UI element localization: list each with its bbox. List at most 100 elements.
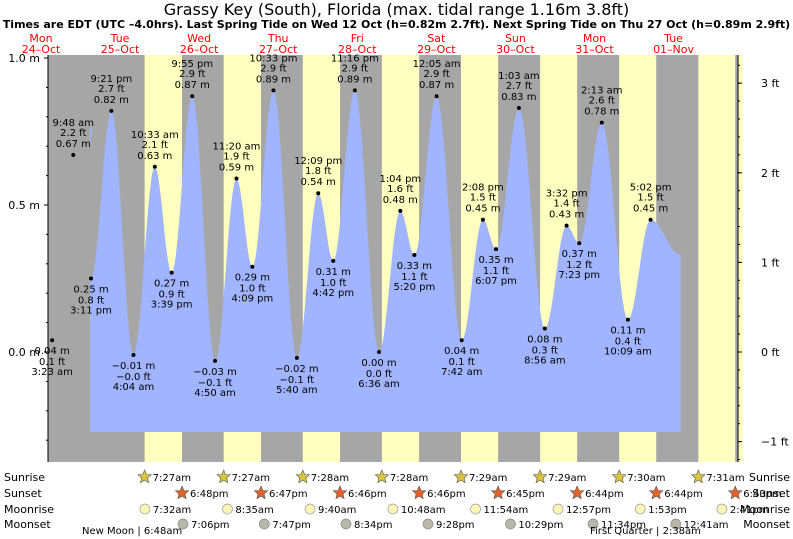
tide-height-m: −0.02 m <box>275 364 319 375</box>
tide-point <box>577 241 582 246</box>
moonrise-time: 8:35am <box>235 505 273 516</box>
sunrise-time: 7:29am <box>469 473 507 484</box>
day-date: 31–Oct <box>575 43 614 56</box>
day-name: Fri <box>351 32 364 45</box>
moonset-time: 7:06pm <box>191 520 230 531</box>
moonrise-icon <box>222 503 233 515</box>
moonrise-icon <box>387 503 399 515</box>
tide-time: 8:56 am <box>524 355 566 366</box>
tide-time: 12:05 am <box>413 59 461 70</box>
tide-height-m: 0.45 m <box>465 204 500 215</box>
tide-point <box>494 247 499 252</box>
day-name: Tue <box>110 32 130 45</box>
sunrise-time: 7:27am <box>153 473 191 484</box>
tide-time: 11:20 am <box>213 142 261 153</box>
tide-height-m: −0.03 m <box>193 367 237 378</box>
row-label-left: Sunset <box>4 487 42 500</box>
moonset-time: 10:29pm <box>518 520 563 531</box>
tide-point <box>71 153 76 158</box>
tide-point <box>459 338 464 343</box>
sunset-time: 6:44pm <box>664 489 703 500</box>
sunrise-icon <box>137 469 153 484</box>
day-name: Sun <box>505 32 526 45</box>
moonrise-icon <box>139 503 151 515</box>
tide-time: 7:23 pm <box>558 270 600 281</box>
tide-time: 4:09 pm <box>231 294 273 305</box>
day-name: Mon <box>29 32 52 45</box>
tide-point <box>89 276 94 281</box>
chart-title: Grassy Key (South), Florida (max. tidal … <box>163 0 630 19</box>
day-labels: Mon24–OctTue25–OctWed26–OctThu27–OctFri2… <box>22 32 695 56</box>
moonset-time: 8:34pm <box>354 520 393 531</box>
moonrise-icon <box>552 503 564 515</box>
row-label-left: Moonset <box>4 518 51 531</box>
sunrise-icon <box>295 469 311 484</box>
tide-height-m: 0.00 m <box>361 358 396 369</box>
tide-height-ft: 0.0 ft <box>366 369 392 380</box>
tide-height-m: 0.29 m <box>235 273 270 284</box>
day-date: 27–Oct <box>259 43 298 56</box>
tide-point <box>250 264 255 269</box>
moonset-icon <box>422 518 434 530</box>
tide-point <box>152 164 157 169</box>
tide-height-m: 0.35 m <box>478 255 513 266</box>
tide-point <box>294 355 299 360</box>
moonset-icon <box>670 518 682 530</box>
tide-height-m: 0.27 m <box>154 279 189 290</box>
tide-height-ft: 2.7 ft <box>506 81 532 92</box>
tide-height-ft: 0.3 ft <box>532 345 558 356</box>
tide-point <box>564 223 569 228</box>
tide-time: 1:04 pm <box>379 174 421 185</box>
day-date: 30–Oct <box>496 43 535 56</box>
sunrise-time: 7:28am <box>311 473 349 484</box>
sunset-icon <box>727 485 743 500</box>
moonrise-time: 12:57pm <box>566 505 611 516</box>
sunset-time: 6:45pm <box>506 489 545 500</box>
sunset-icon <box>253 485 269 500</box>
axes: 1.0 m 0.5 m 0.0 m 3 ft 2 ft 1 ft 0 ft −1 ft <box>8 52 789 462</box>
row-label-left: Moonrise <box>4 503 54 516</box>
moonrise-icon <box>304 503 316 515</box>
right-tick-label: 1 ft <box>761 256 780 269</box>
tide-time: 5:02 pm <box>630 183 672 194</box>
sunrise-icon <box>532 469 548 484</box>
tide-height-m: 0.59 m <box>219 163 254 174</box>
sun-moon-table: Sunrise Sunrise Sunset Sunset Moonrise Moonri… <box>4 469 791 537</box>
tide-height-m: 0.48 m <box>383 195 418 206</box>
moonset-icon <box>340 518 352 530</box>
tide-time: 3:39 pm <box>151 300 193 311</box>
tide-height-ft: 1.1 ft <box>401 272 427 283</box>
day-name: Sat <box>427 32 446 45</box>
sunrise-time: 7:29am <box>548 473 586 484</box>
sunset-icon <box>648 485 664 500</box>
right-tick-label: 2 ft <box>761 167 780 180</box>
moonset-time: 9:28pm <box>436 520 475 531</box>
tide-point <box>377 350 382 354</box>
tide-time: 3:23 am <box>31 367 73 378</box>
tide-height-m: 0.43 m <box>549 210 584 221</box>
tide-point <box>234 176 239 181</box>
row-label-right: Sunrise <box>749 471 790 484</box>
tide-height-ft: 0.8 ft <box>78 296 104 307</box>
tide-height-m: 0.04 m <box>444 346 479 357</box>
tide-time: 3:32 pm <box>546 189 588 200</box>
tide-height-m: 0.11 m <box>610 326 645 337</box>
day-date: 26–Oct <box>180 43 219 56</box>
tide-height-ft: 2.2 ft <box>60 128 86 139</box>
day-name: Mon <box>583 32 606 45</box>
moonrise-time: 1:53pm <box>648 505 687 516</box>
moonrise-time: 7:32am <box>153 505 191 516</box>
sunrise-icon <box>453 469 469 484</box>
tide-time: 10:09 am <box>604 347 652 358</box>
sunrise-time: 7:30am <box>627 473 665 484</box>
tide-height-m: 0.87 m <box>419 80 454 91</box>
moonrise-icon <box>470 503 481 515</box>
tide-height-ft: 2.9 ft <box>342 63 368 74</box>
tide-height-ft: 1.5 ft <box>637 193 663 204</box>
tide-point <box>316 191 321 196</box>
tide-height-m: 0.31 m <box>316 267 351 278</box>
daylight-band <box>698 55 736 462</box>
tide-time: 10:33 am <box>131 130 179 141</box>
row-label-right: Sunset <box>752 487 790 500</box>
